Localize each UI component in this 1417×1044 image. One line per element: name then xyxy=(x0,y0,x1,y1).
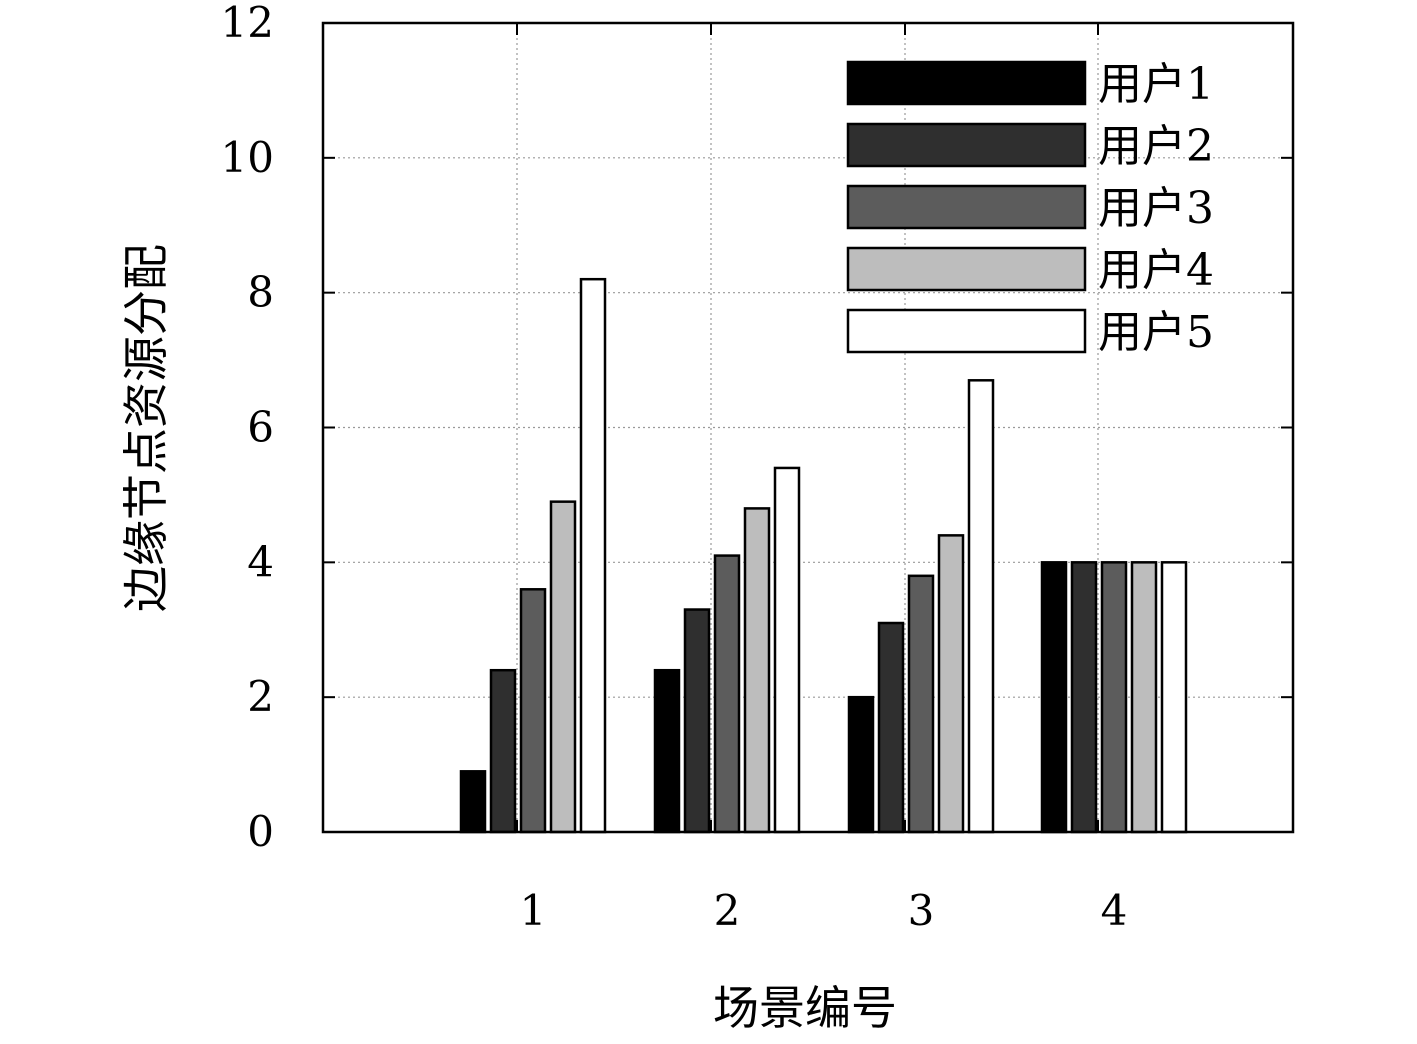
bars-layer xyxy=(459,277,1188,834)
x-tick-label: 4 xyxy=(1101,886,1128,935)
bar-用户3-scene-2 xyxy=(713,554,741,834)
y-tick-label: 2 xyxy=(247,672,274,721)
legend-label: 用户3 xyxy=(1098,183,1214,234)
bar-用户5-scene-4 xyxy=(1160,561,1188,834)
bar-用户3-scene-3 xyxy=(907,574,935,834)
y-tick-label: 10 xyxy=(221,133,274,182)
bar-用户2-scene-2 xyxy=(683,608,711,834)
bar-用户1-scene-2 xyxy=(653,668,681,834)
legend-label: 用户1 xyxy=(1098,59,1214,110)
legend-label: 用户2 xyxy=(1098,121,1214,172)
bar-用户5-scene-2 xyxy=(773,466,801,834)
legend-swatch xyxy=(846,60,1087,106)
x-axis-title: 场景编号 xyxy=(713,981,897,1035)
x-tick-label: 3 xyxy=(908,886,935,935)
bar-用户1-scene-3 xyxy=(847,695,875,834)
legend-swatch xyxy=(846,122,1087,168)
bar-用户5-scene-1 xyxy=(579,277,607,834)
legend-label: 用户4 xyxy=(1098,245,1214,296)
grid-layer xyxy=(323,23,1293,832)
bar-用户5-scene-3 xyxy=(967,379,995,834)
x-tick-label: 2 xyxy=(714,886,741,935)
bar-用户2-scene-3 xyxy=(877,621,905,834)
x-tick-label: 1 xyxy=(520,886,547,935)
bar-用户4-scene-2 xyxy=(743,507,771,834)
y-tick-label: 4 xyxy=(247,537,274,586)
bar-用户2-scene-1 xyxy=(489,668,517,834)
bar-用户4-scene-1 xyxy=(549,500,577,834)
bar-用户1-scene-1 xyxy=(459,770,487,834)
legend-swatch xyxy=(846,246,1087,292)
legend: 用户1 用户2 用户3 用户4 用户5 xyxy=(846,59,1214,358)
y-tick-label: 12 xyxy=(221,0,274,47)
bar-用户2-scene-4 xyxy=(1070,561,1098,834)
y-axis-title: 边缘节点资源分配 xyxy=(119,244,173,612)
legend-swatch xyxy=(846,308,1087,354)
bar-用户4-scene-4 xyxy=(1130,561,1158,834)
legend-swatch xyxy=(846,184,1087,230)
bar-用户3-scene-4 xyxy=(1100,561,1128,834)
bar-用户4-scene-3 xyxy=(937,534,965,834)
legend-label: 用户5 xyxy=(1098,307,1214,358)
bar-用户3-scene-1 xyxy=(519,588,547,834)
y-tick-label: 8 xyxy=(247,268,274,317)
y-tick-label: 6 xyxy=(247,403,274,452)
bar-用户1-scene-4 xyxy=(1040,561,1068,834)
y-tick-label: 0 xyxy=(247,807,274,856)
